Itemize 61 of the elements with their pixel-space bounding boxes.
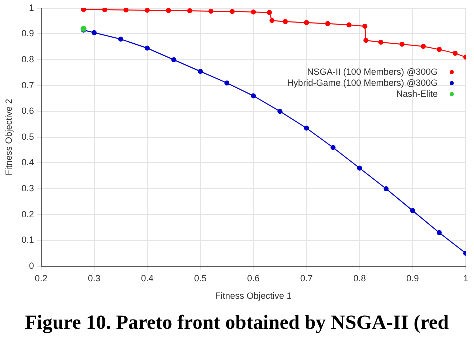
x-tick-label: 0.5 [194,273,207,284]
point [436,47,442,52]
y-tick-label: 0.6 [22,106,34,116]
x-tick-label: 0.4 [141,273,154,284]
point [251,94,256,99]
y-tick-label: 0.7 [22,80,34,90]
point [362,24,368,29]
y-tick-label: 1 [29,2,34,13]
x-tick-label: 0.6 [247,273,260,284]
y-tick-label: 0.8 [22,54,34,64]
point [224,80,230,86]
point [92,30,97,36]
point [325,21,330,26]
y-tick-label: 0.1 [22,235,34,246]
point [81,8,86,12]
point [166,8,172,14]
point [436,230,442,236]
x-tick-label: 0.3 [88,273,101,284]
x-axis-title: Fitness Objective 1 [215,291,292,302]
point [172,58,177,62]
point [230,9,235,14]
point [187,8,192,14]
legend-label: Hybrid-Game (100 Members) @300G [287,78,438,88]
x-tick-label: 0.8 [354,273,366,284]
legend-label: NSGA-II (100 Members) @300G [307,66,438,77]
point [124,8,129,13]
point [304,126,310,131]
point [421,44,426,50]
point [400,42,405,48]
point [357,166,362,171]
point [118,36,124,42]
point [270,18,275,24]
y-tick-label: 0 [29,260,34,271]
point [198,69,204,74]
x-tick-label: 0.7 [300,273,313,284]
point [278,109,283,114]
x-tick-label: 0.9 [406,273,420,284]
point [384,186,389,192]
point [330,145,336,150]
x-tick-label: 1 [463,273,469,284]
point [283,19,288,24]
point [144,8,150,13]
legend-label: Nash-Elite [396,88,438,99]
y-tick-label: 0.4 [22,158,34,168]
y-tick-label: 0.3 [22,183,34,194]
point [378,40,384,45]
y-axis-title: Fitness Objective 2 [4,99,14,176]
point [267,10,272,16]
point [208,8,214,14]
caption: Figure 10. Pareto front obtained by NSGA-II (red [24,311,450,336]
point [102,8,108,12]
point [304,20,310,26]
y-tick-label: 0.2 [22,209,34,220]
point [452,51,458,56]
y-tick-label: 0.5 [22,132,34,142]
point [364,38,369,44]
y-tick-label: 0.9 [22,28,34,39]
point [144,46,150,51]
point [346,22,352,28]
point [410,208,416,214]
point [251,10,256,15]
